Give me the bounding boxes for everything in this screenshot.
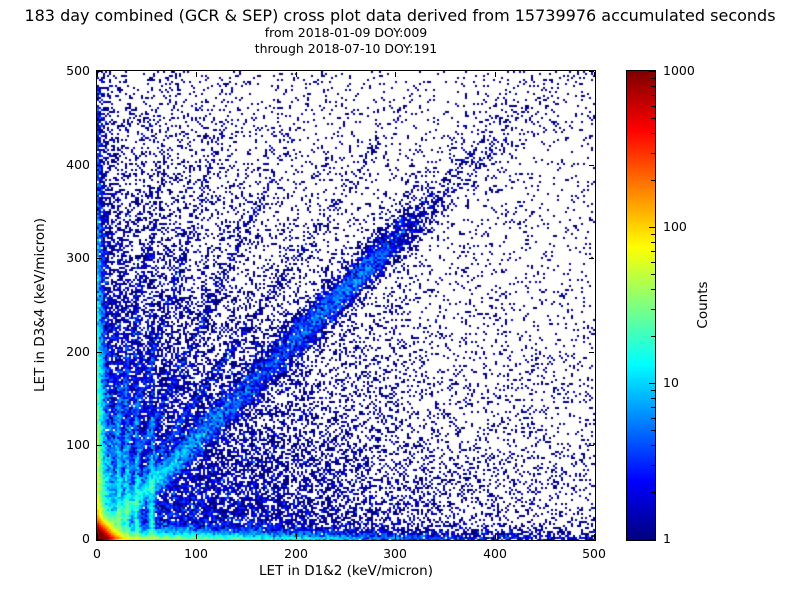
colorbar-tick-mark-1000 — [649, 71, 655, 72]
y-tick-mark-100 — [97, 445, 102, 446]
colorbar-minor-tick-5 — [651, 430, 655, 431]
x-tick-mark-100 — [196, 534, 197, 539]
x-tick-mark-top-0 — [97, 72, 98, 77]
colorbar-minor-tick-3 — [651, 465, 655, 466]
colorbar-minor-tick-900 — [651, 78, 655, 79]
colorbar-tick-mark-100 — [649, 227, 655, 228]
colorbar-minor-tick-800 — [651, 86, 655, 87]
y-tick-mark-500 — [97, 71, 102, 72]
x-tick-mark-200 — [296, 534, 297, 539]
y-tick-mark-right-100 — [589, 445, 594, 446]
x-tick-mark-500 — [594, 534, 595, 539]
y-tick-mark-right-400 — [589, 165, 594, 166]
colorbar-minor-tick-20 — [651, 336, 655, 337]
colorbar-minor-tick-400 — [651, 133, 655, 134]
colorbar-minor-tick-500 — [651, 118, 655, 119]
y-tick-mark-right-200 — [589, 352, 594, 353]
x-tick-label-100: 100 — [184, 546, 208, 561]
colorbar-minor-tick-600 — [651, 106, 655, 107]
x-tick-label-0: 0 — [93, 546, 101, 561]
y-tick-mark-200 — [97, 352, 102, 353]
colorbar-tick-label-100: 100 — [663, 219, 687, 234]
colorbar-minor-tick-2 — [651, 492, 655, 493]
y-tick-mark-0 — [97, 539, 102, 540]
colorbar-minor-tick-8 — [651, 398, 655, 399]
y-tick-mark-right-300 — [589, 258, 594, 259]
colorbar-minor-tick-50 — [651, 274, 655, 275]
y-tick-label-0: 0 — [82, 531, 90, 546]
y-tick-label-300: 300 — [66, 250, 90, 265]
colorbar-minor-tick-200 — [651, 180, 655, 181]
colorbar-tick-mark-10 — [649, 383, 655, 384]
y-tick-label-500: 500 — [66, 63, 90, 78]
colorbar-minor-tick-700 — [651, 95, 655, 96]
x-tick-label-500: 500 — [582, 546, 606, 561]
x-tick-mark-top-400 — [495, 72, 496, 77]
x-tick-label-400: 400 — [483, 546, 507, 561]
x-tick-mark-0 — [97, 534, 98, 539]
y-tick-label-200: 200 — [66, 344, 90, 359]
colorbar-minor-tick-9 — [651, 390, 655, 391]
x-tick-label-200: 200 — [284, 546, 308, 561]
x-tick-mark-300 — [395, 534, 396, 539]
colorbar-minor-tick-40 — [651, 289, 655, 290]
axes-title-through-date: through 2018-07-10 DOY:191 — [254, 41, 438, 56]
colorbar-minor-tick-6 — [651, 418, 655, 419]
y-tick-label-400: 400 — [66, 157, 90, 172]
axes-title-from-date: from 2018-01-09 DOY:009 — [264, 25, 428, 40]
y-axis-label: LET in D3&4 (keV/micron) — [32, 218, 48, 392]
x-tick-mark-top-200 — [296, 72, 297, 77]
y-tick-mark-right-0 — [589, 539, 594, 540]
colorbar-minor-tick-90 — [651, 234, 655, 235]
colorbar-label: Counts — [695, 281, 711, 329]
colorbar-tick-mark-1 — [649, 539, 655, 540]
figure-title: 183 day combined (GCR & SEP) cross plot … — [24, 6, 776, 25]
colorbar-tick-label-1000: 1000 — [663, 63, 695, 78]
x-tick-mark-top-300 — [395, 72, 396, 77]
x-tick-mark-top-500 — [594, 72, 595, 77]
y-tick-label-100: 100 — [66, 437, 90, 452]
colorbar-minor-tick-7 — [651, 407, 655, 408]
colorbar-minor-tick-30 — [651, 309, 655, 310]
colorbar — [626, 70, 656, 541]
colorbar-tick-label-1: 1 — [663, 531, 671, 546]
scatter-heatmap-canvas — [97, 71, 595, 540]
colorbar-minor-tick-80 — [651, 242, 655, 243]
colorbar-minor-tick-300 — [651, 153, 655, 154]
colorbar-minor-tick-70 — [651, 251, 655, 252]
x-tick-mark-400 — [495, 534, 496, 539]
x-tick-label-300: 300 — [383, 546, 407, 561]
y-tick-mark-right-500 — [589, 71, 594, 72]
colorbar-canvas — [627, 71, 655, 540]
x-tick-mark-top-100 — [196, 72, 197, 77]
colorbar-minor-tick-4 — [651, 445, 655, 446]
colorbar-minor-tick-60 — [651, 262, 655, 263]
x-axis-label: LET in D1&2 (keV/micron) — [259, 563, 433, 579]
colorbar-tick-label-10: 10 — [663, 375, 679, 390]
y-tick-mark-400 — [97, 165, 102, 166]
plot-area — [96, 70, 596, 541]
y-tick-mark-300 — [97, 258, 102, 259]
